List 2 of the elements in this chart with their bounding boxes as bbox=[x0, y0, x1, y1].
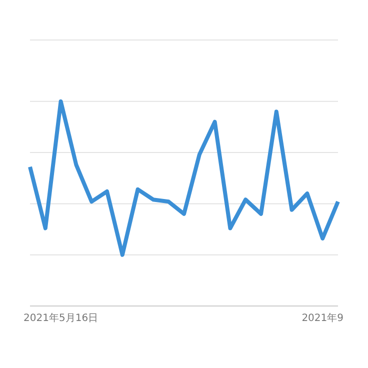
x-tick-label: 2021年5月16日 bbox=[24, 312, 98, 324]
x-tick-label: 2021年9 bbox=[302, 312, 344, 324]
